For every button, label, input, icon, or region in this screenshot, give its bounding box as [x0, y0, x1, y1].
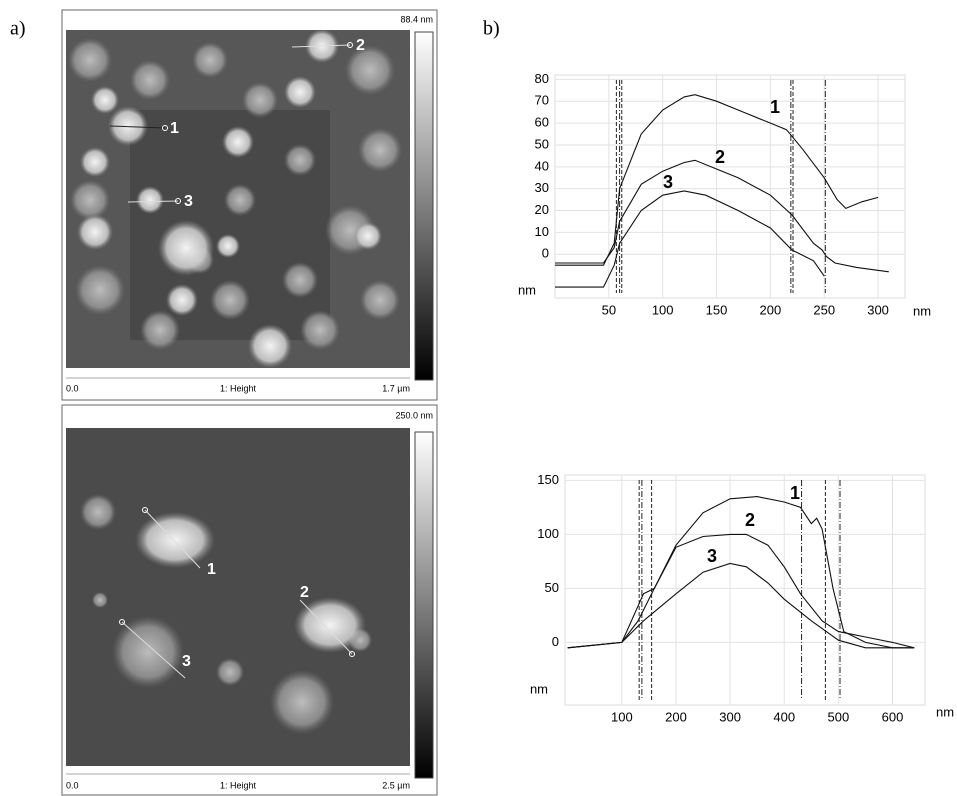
scale-max: 250.0 nm [395, 410, 433, 420]
y-tick-label: 50 [535, 136, 549, 151]
x-tick-label: 500 [828, 709, 850, 724]
x-tick-label: 300 [719, 709, 741, 724]
curve-label: 3 [663, 172, 673, 192]
profile-marker: 2 [356, 37, 365, 54]
x-tick-label: 600 [882, 709, 904, 724]
x-tick-label: 100 [611, 709, 633, 724]
y-tick-label: 0 [542, 246, 549, 261]
afm-image: 1 2 3 250.0 nm 0.0 1: Height 2.5 µm [61, 404, 438, 796]
y-tick-label: 80 [535, 71, 549, 86]
x-tick-label: 150 [706, 302, 728, 317]
panel-label: a) [10, 18, 26, 40]
curve-label: 2 [715, 147, 725, 167]
x-tick-label: 200 [760, 302, 782, 317]
plot-area [554, 74, 906, 299]
x-tick-label: 200 [665, 709, 687, 724]
profile-line [555, 190, 825, 288]
y-tick-label: 10 [535, 224, 549, 239]
afm-image: 1 2 3 88.4 nm 0.0 1: Height 1.7 µm [61, 9, 438, 401]
profile-marker: 1 [207, 561, 216, 578]
y-tick-label: 20 [535, 202, 549, 217]
y-tick-label: 0 [552, 634, 559, 649]
profile-line [555, 94, 879, 266]
curve-label: 3 [707, 546, 717, 566]
scan-size: 1.7 µm [382, 383, 410, 393]
x-tick-label: 50 [602, 302, 616, 317]
profile-marker: 2 [300, 584, 309, 601]
x-tick-label: 300 [867, 302, 889, 317]
y-tick-label: 70 [535, 93, 549, 108]
y-tick-label: 100 [537, 526, 559, 541]
profile-line [555, 159, 889, 273]
curve-label: 1 [770, 97, 780, 117]
x-tick-label: 400 [773, 709, 795, 724]
profile-line [567, 533, 915, 649]
y-tick-label: 40 [535, 158, 549, 173]
scale-max: 88.4 nm [400, 14, 433, 24]
curve-label: 2 [745, 510, 755, 530]
channel: 1: Height [220, 780, 257, 790]
y-tick-label: 60 [535, 115, 549, 130]
plot-area [564, 474, 926, 706]
y-tick-label: 30 [535, 180, 549, 195]
x-axis-label: nm [936, 704, 954, 719]
profile-marker: 1 [170, 120, 179, 137]
profile-marker: 3 [182, 653, 191, 670]
profile-line [567, 562, 915, 649]
x-tick-label: 250 [813, 302, 835, 317]
x-tick-label: 100 [652, 302, 674, 317]
curve-label: 1 [790, 483, 800, 503]
axis-start: 0.0 [66, 383, 79, 393]
panel-label: b) [483, 18, 500, 40]
profile-marker: 3 [184, 193, 193, 210]
y-axis-label: nm [518, 282, 536, 297]
y-axis-label: nm [530, 681, 548, 696]
y-tick-label: 150 [537, 472, 559, 487]
y-tick-label: 50 [545, 580, 559, 595]
channel: 1: Height [220, 383, 257, 393]
axis-start: 0.0 [66, 780, 79, 790]
x-axis-label: nm [913, 303, 931, 318]
scan-size: 2.5 µm [382, 780, 410, 790]
